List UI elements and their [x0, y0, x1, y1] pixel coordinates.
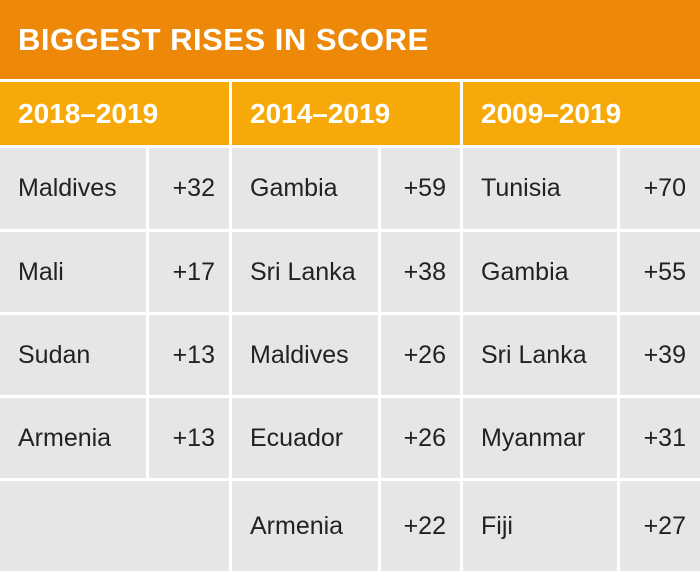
country-cell: Myanmar — [463, 398, 617, 478]
country-cell: Ecuador — [232, 398, 378, 478]
country-cell: Sri Lanka — [232, 232, 378, 312]
change-cell: +13 — [149, 398, 229, 478]
change-cell: +38 — [381, 232, 460, 312]
table-title: BIGGEST RISES IN SCORE — [0, 0, 700, 79]
change-cell: +22 — [381, 481, 460, 571]
change-cell: +70 — [620, 148, 700, 229]
country-cell: Armenia — [232, 481, 378, 571]
change-cell: +32 — [149, 148, 229, 229]
country-cell: Sudan — [0, 315, 146, 395]
change-cell: +59 — [381, 148, 460, 229]
country-cell: Tunisia — [463, 148, 617, 229]
country-cell: Mali — [0, 232, 146, 312]
country-cell: Armenia — [0, 398, 146, 478]
country-cell: Gambia — [463, 232, 617, 312]
empty-cell — [0, 481, 229, 571]
change-cell: +31 — [620, 398, 700, 478]
country-cell: Maldives — [0, 148, 146, 229]
change-cell: +55 — [620, 232, 700, 312]
period-header: 2009–2019 — [463, 82, 700, 145]
country-cell: Gambia — [232, 148, 378, 229]
change-cell: +17 — [149, 232, 229, 312]
country-cell: Maldives — [232, 315, 378, 395]
country-cell: Sri Lanka — [463, 315, 617, 395]
change-cell: +26 — [381, 315, 460, 395]
change-cell: +13 — [149, 315, 229, 395]
period-header: 2014–2019 — [232, 82, 460, 145]
period-header: 2018–2019 — [0, 82, 229, 145]
change-cell: +39 — [620, 315, 700, 395]
change-cell: +26 — [381, 398, 460, 478]
change-cell: +27 — [620, 481, 700, 571]
country-cell: Fiji — [463, 481, 617, 571]
